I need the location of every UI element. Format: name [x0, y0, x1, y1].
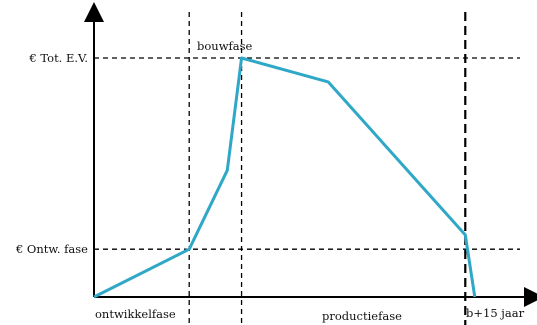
vertical-guides — [188, 12, 467, 325]
horizontal-guides — [94, 57, 520, 250]
x-tick-label: b+15 jaar — [466, 306, 525, 320]
series-line — [93, 56, 477, 299]
y-tick-labels: € Ontw. fase € Tot. E.V. — [15, 51, 88, 256]
y-tick-label: € Ontw. fase — [15, 242, 88, 256]
x-tick-label: bouwfase — [197, 39, 253, 53]
x-tick-label: ontwikkelfase — [95, 307, 176, 321]
x-tick-label: productiefase — [322, 309, 402, 323]
x-tick-labels: ontwikkelfase bouwfase productiefase b+15 j… — [95, 39, 525, 323]
y-tick-label: € Tot. E.V. — [28, 51, 88, 65]
